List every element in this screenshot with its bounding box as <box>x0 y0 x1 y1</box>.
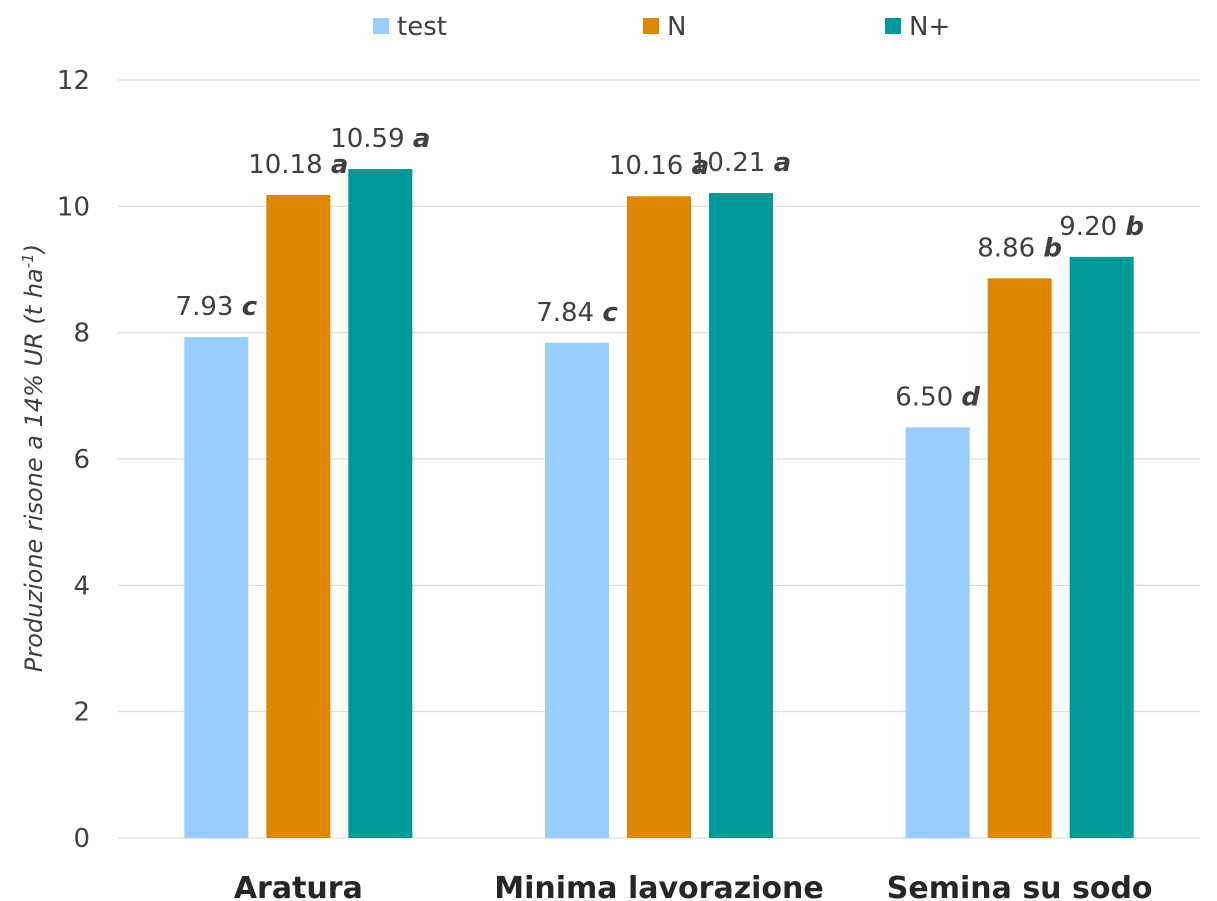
legend: test N N+ <box>373 12 950 42</box>
y-tick-label: 4 <box>73 571 90 601</box>
legend-swatch <box>373 18 389 34</box>
data-label-value: 9.20 <box>1059 212 1125 242</box>
y-tick-label: 8 <box>73 319 90 349</box>
data-label: 6.50 d <box>895 382 980 412</box>
y-tick-label: 12 <box>57 66 90 96</box>
data-label-value: 10.16 <box>609 151 692 181</box>
y-axis-label-close: ) <box>20 244 48 255</box>
legend-swatch <box>885 18 901 34</box>
data-label: 10.18 a <box>248 150 348 180</box>
bar-nplus-2 <box>1069 256 1134 838</box>
bar-test-1 <box>545 342 609 838</box>
data-label: 9.20 b <box>1059 212 1144 242</box>
legend-label: N <box>667 12 686 42</box>
data-label-letter: d <box>961 382 980 412</box>
legend-label: test <box>397 12 447 42</box>
data-label-letter: b <box>1125 212 1144 242</box>
data-label-letter: a <box>413 124 431 154</box>
y-tick-label: 0 <box>73 824 90 854</box>
y-axis-label-main: Produzione risone a 14% UR <box>20 325 48 673</box>
bar-nplus-0 <box>348 169 413 838</box>
data-label-value: 10.21 <box>691 148 774 178</box>
data-label-value: 6.50 <box>895 382 961 412</box>
bar-test-2 <box>905 427 970 838</box>
y-axis-label: Produzione risone a 14% UR (t ha-1) <box>19 244 48 672</box>
x-category-label: Aratura <box>234 871 363 901</box>
data-label: 10.59 a <box>330 124 430 154</box>
data-label-value: 7.84 <box>536 298 602 328</box>
legend-swatch <box>643 18 659 34</box>
data-label-letter: b <box>1043 233 1062 263</box>
data-label-letter: a <box>774 148 792 178</box>
data-label-value: 10.18 <box>248 150 331 180</box>
data-label-value: 8.86 <box>977 233 1043 263</box>
y-tick-label: 6 <box>73 445 90 475</box>
data-label: 8.86 b <box>977 233 1062 263</box>
data-label-letter: c <box>602 298 618 328</box>
data-label-letter: c <box>242 292 258 322</box>
bar-test-0 <box>184 337 249 838</box>
data-label-value: 7.93 <box>176 292 242 322</box>
legend-label: N+ <box>909 12 950 42</box>
data-label: 10.16 a <box>609 151 709 181</box>
bar-n-1 <box>627 196 691 838</box>
bar-nplus-1 <box>709 193 773 838</box>
x-category-label: Semina su sodo <box>887 871 1153 901</box>
bars <box>184 169 1134 839</box>
data-labels: 7.93 c10.18 a10.59 a7.84 c10.16 a10.21 a… <box>176 124 1145 412</box>
y-axis-label-unit: (t ha <box>20 268 48 324</box>
data-label-letter: a <box>692 151 710 181</box>
y-axis-ticks: 0 2 4 6 8 10 12 <box>57 66 90 854</box>
data-label: 7.84 c <box>536 298 618 328</box>
bar-n-0 <box>266 194 331 839</box>
x-category-label: Minima lavorazione <box>494 871 824 901</box>
data-label-letter: a <box>331 150 349 180</box>
y-tick-label: 2 <box>73 698 90 728</box>
y-tick-label: 10 <box>57 192 90 222</box>
data-label: 10.21 a <box>691 148 791 178</box>
data-label-value: 10.59 <box>330 124 413 154</box>
data-label: 7.93 c <box>176 292 258 322</box>
y-axis-label-superscript: -1 <box>19 253 37 268</box>
x-axis-categories: Aratura Minima lavorazione Semina su sodo <box>234 871 1153 901</box>
bar-n-2 <box>987 278 1052 838</box>
